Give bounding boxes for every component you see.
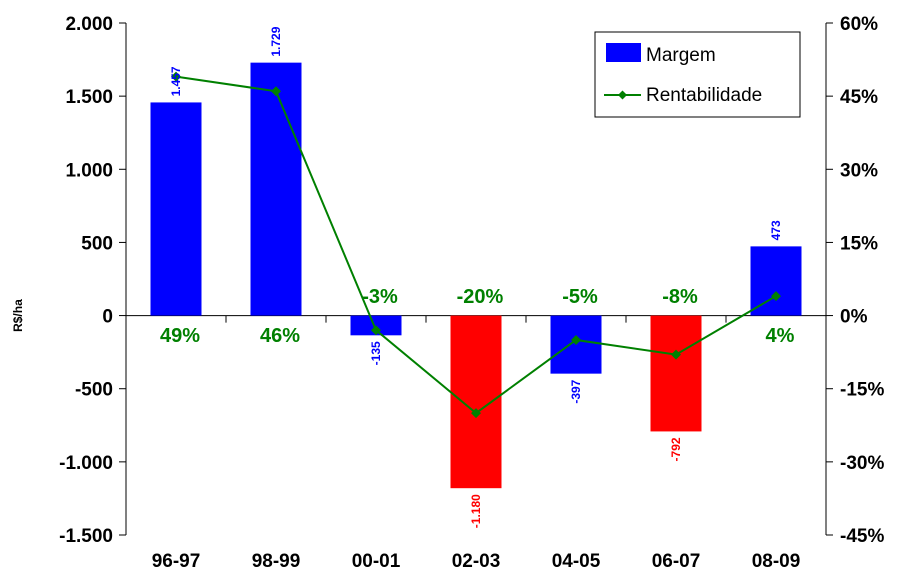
legend-margem-label: Margem [646, 45, 716, 66]
y-tick-label-right: 15% [840, 233, 878, 254]
margem-data-label: -397 [569, 379, 583, 403]
data-labels: 1.457 1.729 -135 -1.180 -397 -792 473 49% 46% -3%… [160, 26, 795, 528]
x-tick-label: 96-97 [152, 551, 201, 572]
rentabilidade-point [671, 349, 681, 360]
rentabilidade-point [271, 86, 281, 97]
rentabilidade-point [771, 291, 781, 302]
margem-bar [650, 315, 702, 432]
y-tick-label-right: -45% [840, 526, 884, 547]
x-tick-label: 04-05 [552, 551, 601, 572]
rentabilidade-data-label: 49% [160, 325, 200, 347]
y-tick-label-right: 30% [840, 160, 878, 181]
y-tick-label-left: 1.000 [65, 160, 113, 181]
rentabilidade-data-label: -8% [662, 286, 698, 308]
y-tick-label-left: 500 [81, 233, 113, 254]
legend-margem-swatch [606, 43, 641, 62]
bars [150, 62, 802, 489]
rentabilidade-data-label: -5% [562, 286, 598, 308]
y-tick-label-left: 2.000 [65, 14, 113, 35]
x-tick-label: 02-03 [452, 551, 501, 572]
margem-data-label: -135 [369, 341, 383, 365]
margem-data-label: 1.729 [269, 26, 283, 56]
margem-bar [150, 102, 202, 316]
margem-data-label: -1.180 [469, 494, 483, 528]
y-tick-label-left: 0 [102, 307, 113, 328]
x-tick-label: 00-01 [352, 551, 401, 572]
rentabilidade-data-label: -3% [362, 286, 398, 308]
y-tick-label-left: 1.500 [65, 87, 113, 108]
rentabilidade-data-label: -20% [457, 286, 504, 308]
y-tick-label-left: -500 [75, 380, 113, 401]
y-tick-label-left: -1.500 [59, 526, 113, 547]
margem-bar [750, 246, 802, 316]
rentabilidade-data-label: 46% [260, 325, 300, 347]
y-tick-label-right: 60% [840, 14, 878, 35]
margem-data-label: -792 [669, 437, 683, 461]
legend-rentabilidade-marker [618, 90, 627, 100]
x-tick-label: 98-99 [252, 551, 301, 572]
rentabilidade-data-label: 4% [766, 325, 795, 347]
rentabilidade-line-group [171, 71, 781, 419]
y-tick-label-right: 45% [840, 87, 878, 108]
x-tick-label: 06-07 [652, 551, 701, 572]
x-tick-label: 08-09 [752, 551, 801, 572]
rentabilidade-point [471, 408, 481, 419]
legend: Margem Rentabilidade [594, 31, 801, 118]
y-tick-label-right: -30% [840, 453, 884, 474]
rentabilidade-point [371, 325, 381, 336]
rentabilidade-point [571, 334, 581, 345]
legend-rentabilidade-label: Rentabilidade [646, 85, 762, 106]
margem-bar [450, 315, 502, 489]
y-tick-label-right: -15% [840, 380, 884, 401]
y-axis-label: R$/ha [11, 299, 25, 332]
margem-data-label: 473 [769, 220, 783, 240]
margem-data-label: 1.457 [169, 66, 183, 96]
y-tick-label-left: -1.000 [59, 453, 113, 474]
y-tick-label-right: 0% [840, 307, 868, 328]
rentabilidade-point [171, 71, 181, 82]
axes: 2.000 1.500 1.000 500 0 -500 -1.000 -1.500 60% 45… [59, 14, 884, 572]
margem-bar [250, 62, 302, 316]
